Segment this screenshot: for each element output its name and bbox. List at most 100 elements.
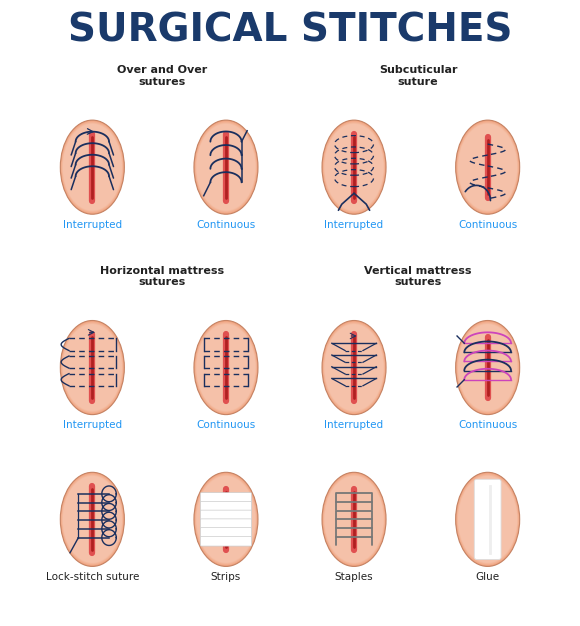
Ellipse shape: [324, 324, 384, 411]
Ellipse shape: [61, 122, 123, 212]
Ellipse shape: [60, 472, 124, 567]
Ellipse shape: [456, 321, 520, 414]
Ellipse shape: [60, 321, 124, 414]
Ellipse shape: [196, 324, 256, 412]
Ellipse shape: [458, 323, 518, 412]
Ellipse shape: [196, 123, 256, 212]
Ellipse shape: [194, 121, 258, 214]
FancyBboxPatch shape: [474, 480, 501, 560]
Ellipse shape: [323, 121, 385, 213]
Ellipse shape: [194, 120, 258, 214]
Ellipse shape: [322, 473, 386, 565]
Text: Continuous: Continuous: [458, 220, 517, 230]
Text: Continuous: Continuous: [458, 420, 517, 430]
Ellipse shape: [322, 473, 386, 566]
Ellipse shape: [195, 475, 256, 564]
Ellipse shape: [194, 121, 258, 213]
Ellipse shape: [60, 321, 124, 414]
Ellipse shape: [195, 473, 257, 565]
Text: Glue: Glue: [476, 572, 500, 582]
Ellipse shape: [324, 476, 384, 563]
Ellipse shape: [61, 322, 123, 413]
Ellipse shape: [63, 324, 122, 411]
Ellipse shape: [60, 121, 124, 214]
Text: Horizontal mattress
sutures: Horizontal mattress sutures: [100, 265, 224, 287]
Ellipse shape: [61, 475, 123, 564]
Ellipse shape: [197, 324, 255, 411]
Ellipse shape: [324, 123, 384, 211]
Text: Interrupted: Interrupted: [63, 420, 122, 430]
Ellipse shape: [458, 324, 517, 411]
Text: SURGICAL STITCHES: SURGICAL STITCHES: [68, 11, 512, 49]
Ellipse shape: [61, 321, 124, 414]
Ellipse shape: [61, 322, 124, 413]
Ellipse shape: [456, 473, 519, 565]
FancyBboxPatch shape: [200, 501, 252, 511]
Ellipse shape: [456, 473, 520, 566]
Text: Over and Over
sutures: Over and Over sutures: [117, 65, 207, 87]
Ellipse shape: [322, 121, 386, 214]
Text: Continuous: Continuous: [197, 420, 256, 430]
Ellipse shape: [458, 475, 518, 563]
Ellipse shape: [323, 474, 385, 565]
Ellipse shape: [458, 324, 518, 412]
Text: Strips: Strips: [211, 572, 241, 582]
Ellipse shape: [322, 472, 386, 567]
Ellipse shape: [195, 323, 256, 412]
Ellipse shape: [62, 324, 122, 412]
Ellipse shape: [325, 324, 383, 411]
Ellipse shape: [194, 321, 258, 414]
Ellipse shape: [194, 473, 258, 566]
Text: Interrupted: Interrupted: [63, 220, 122, 230]
Ellipse shape: [63, 476, 122, 563]
Ellipse shape: [456, 321, 520, 414]
Ellipse shape: [458, 476, 517, 563]
Ellipse shape: [456, 322, 519, 413]
Ellipse shape: [196, 123, 256, 211]
Ellipse shape: [194, 472, 258, 567]
Ellipse shape: [457, 122, 519, 213]
Ellipse shape: [195, 122, 257, 213]
Ellipse shape: [324, 123, 385, 212]
Ellipse shape: [323, 322, 385, 413]
Ellipse shape: [457, 474, 519, 565]
Ellipse shape: [195, 123, 256, 212]
Ellipse shape: [324, 322, 385, 413]
Text: Interrupted: Interrupted: [324, 220, 383, 230]
Ellipse shape: [458, 123, 517, 211]
FancyBboxPatch shape: [200, 519, 252, 528]
Ellipse shape: [60, 120, 124, 214]
Text: Staples: Staples: [335, 572, 374, 582]
Ellipse shape: [196, 324, 256, 411]
Ellipse shape: [458, 123, 518, 212]
Ellipse shape: [322, 321, 386, 414]
Ellipse shape: [61, 122, 123, 213]
Ellipse shape: [197, 124, 255, 210]
Ellipse shape: [196, 476, 256, 563]
Ellipse shape: [196, 475, 256, 563]
Ellipse shape: [324, 123, 384, 212]
FancyBboxPatch shape: [200, 536, 252, 546]
Ellipse shape: [322, 121, 386, 213]
Ellipse shape: [457, 475, 519, 564]
Ellipse shape: [457, 122, 519, 212]
Ellipse shape: [61, 474, 123, 565]
Ellipse shape: [457, 322, 519, 413]
Ellipse shape: [62, 123, 122, 212]
Ellipse shape: [61, 473, 124, 565]
Ellipse shape: [456, 473, 519, 565]
Ellipse shape: [194, 473, 258, 565]
Ellipse shape: [324, 324, 384, 412]
Ellipse shape: [456, 121, 520, 214]
Ellipse shape: [63, 324, 122, 411]
Ellipse shape: [62, 323, 122, 412]
Text: Continuous: Continuous: [197, 220, 256, 230]
Text: Interrupted: Interrupted: [324, 420, 383, 430]
Ellipse shape: [458, 476, 517, 563]
Text: Subcuticular
suture: Subcuticular suture: [379, 65, 457, 87]
Text: Vertical mattress
sutures: Vertical mattress sutures: [364, 265, 472, 287]
Ellipse shape: [322, 321, 386, 414]
Ellipse shape: [325, 476, 383, 563]
Ellipse shape: [458, 324, 517, 411]
Ellipse shape: [322, 120, 386, 214]
